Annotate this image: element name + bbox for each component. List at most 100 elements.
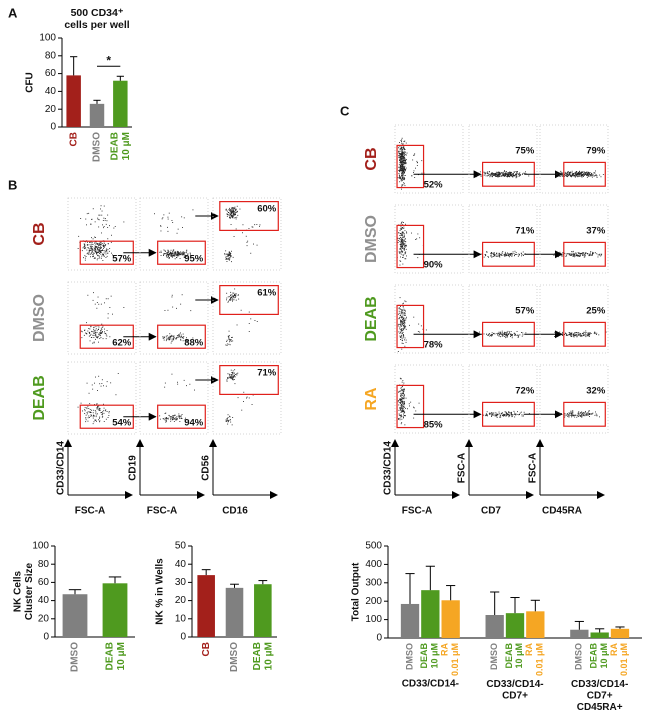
event-dot: [175, 417, 177, 419]
event-dot: [400, 415, 402, 416]
y-tick-label: 200: [365, 596, 382, 607]
event-dot: [235, 295, 237, 297]
event-dot: [577, 415, 579, 417]
event-dot: [402, 406, 404, 408]
x-tick-label: CB: [201, 642, 212, 656]
y-tick-label: 400: [365, 559, 382, 570]
event-dot: [568, 253, 570, 254]
event-dot: [490, 175, 492, 177]
event-dot: [401, 166, 403, 168]
event-dot: [233, 217, 235, 219]
event-dot: [585, 333, 586, 335]
event-dot: [508, 254, 510, 255]
event-dot: [180, 254, 181, 255]
event-dot: [487, 173, 488, 174]
event-dot: [102, 244, 104, 246]
event-dot: [523, 172, 525, 174]
event-dot: [513, 410, 515, 412]
event-dot: [502, 335, 504, 337]
event-dot: [399, 264, 401, 266]
event-dot: [104, 302, 105, 304]
event-dot: [561, 173, 563, 175]
event-dot: [163, 255, 164, 256]
event-dot: [507, 175, 509, 176]
event-dot: [558, 254, 560, 256]
event-dot: [516, 331, 518, 332]
event-dot: [85, 419, 87, 421]
event-dot: [256, 224, 258, 225]
event-dot: [400, 233, 402, 234]
event-dot: [176, 416, 178, 418]
event-dot: [402, 314, 404, 316]
event-dot: [401, 151, 403, 153]
event-dot: [591, 174, 593, 175]
event-dot: [96, 252, 97, 253]
event-dot: [506, 332, 508, 334]
event-dot: [101, 383, 103, 384]
event-dot: [412, 159, 414, 161]
event-dot: [403, 409, 405, 411]
event-dot: [568, 254, 570, 256]
event-dot: [102, 245, 104, 247]
event-dot: [585, 172, 587, 174]
event-dot: [590, 254, 591, 256]
event-dot: [164, 382, 166, 384]
event-dot: [401, 141, 402, 142]
event-dot: [96, 302, 98, 303]
event-dot: [163, 337, 165, 338]
event-dot: [227, 423, 229, 425]
event-dot: [490, 335, 492, 336]
event-dot: [404, 244, 406, 246]
event-dot: [399, 335, 401, 337]
event-dot: [231, 296, 232, 298]
event-dot: [230, 255, 232, 257]
row-label: DEAB: [363, 296, 380, 341]
event-dot: [399, 170, 400, 172]
event-dot: [404, 403, 405, 404]
event-dot: [92, 238, 94, 240]
event-dot: [96, 307, 98, 309]
event-dot: [182, 252, 184, 254]
event-dot: [575, 172, 577, 174]
event-dot: [404, 185, 406, 187]
event-dot: [171, 252, 173, 254]
event-dot: [256, 244, 258, 246]
x-tick-label: DMSO: [92, 132, 103, 162]
event-dot: [401, 234, 402, 236]
event-dot: [398, 155, 399, 157]
event-dot: [397, 325, 399, 327]
event-dot: [397, 237, 399, 239]
event-dot: [99, 214, 101, 216]
event-dot: [86, 244, 88, 246]
event-dot: [162, 418, 164, 420]
event-dot: [94, 420, 96, 421]
event-dot: [506, 334, 507, 335]
event-dot: [226, 258, 228, 260]
event-dot: [513, 333, 515, 335]
event-dot: [229, 258, 231, 260]
plot-frame: [394, 204, 464, 274]
event-dot: [224, 253, 226, 254]
event-dot: [94, 221, 96, 223]
event-dot: [182, 333, 184, 335]
event-dot: [81, 250, 83, 252]
event-dot: [90, 224, 92, 225]
event-dot: [104, 328, 105, 330]
event-dot: [232, 370, 234, 372]
event-dot: [495, 172, 497, 174]
event-dot: [92, 208, 94, 210]
event-dot: [399, 153, 401, 155]
event-dot: [409, 324, 410, 326]
event-dot: [101, 323, 103, 325]
event-dot: [246, 241, 248, 243]
event-dot: [400, 311, 402, 313]
event-dot: [235, 299, 237, 301]
event-dot: [167, 417, 169, 419]
event-dot: [579, 171, 581, 173]
event-dot: [98, 256, 100, 258]
event-dot: [580, 172, 582, 174]
event-dot: [397, 177, 399, 179]
event-dot: [584, 413, 586, 415]
event-dot: [95, 376, 96, 378]
event-dot: [168, 212, 170, 214]
